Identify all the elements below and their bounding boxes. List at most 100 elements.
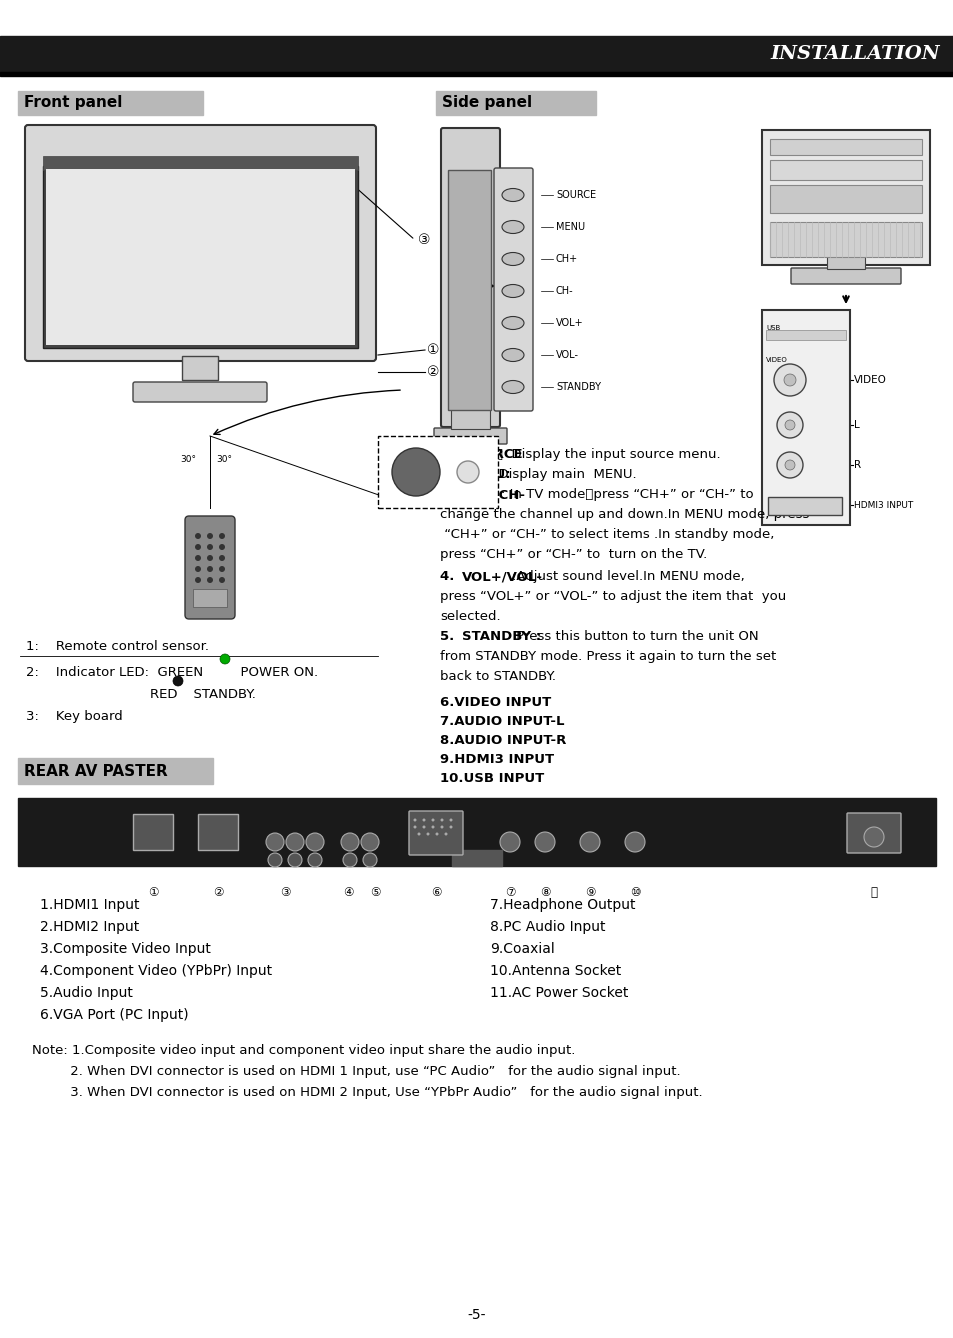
Text: ④: ④ [342, 886, 353, 899]
Circle shape [449, 826, 452, 828]
Circle shape [413, 826, 416, 828]
Ellipse shape [501, 380, 523, 393]
Bar [452, 850, 501, 866]
Text: ①: ① [427, 343, 439, 357]
Circle shape [220, 654, 230, 664]
Text: 3.: 3. [439, 488, 463, 500]
Circle shape [172, 676, 183, 686]
Circle shape [440, 826, 443, 828]
Text: MENU:: MENU: [461, 468, 511, 480]
Text: 9.Coaxial: 9.Coaxial [490, 942, 554, 955]
Text: 3:    Key board: 3: Key board [26, 710, 123, 723]
Circle shape [784, 460, 794, 470]
Circle shape [360, 834, 378, 851]
Text: Display main  MENU.: Display main MENU. [489, 468, 636, 480]
Text: ②: ② [427, 365, 439, 379]
Circle shape [219, 533, 225, 539]
Bar [448, 170, 491, 409]
Text: Note: 1.Composite video input and component video input share the audio input.: Note: 1.Composite video input and compon… [32, 1044, 575, 1057]
Bar [43, 166, 357, 348]
Text: 7.AUDIO INPUT-L: 7.AUDIO INPUT-L [439, 714, 564, 728]
Text: 1:    Remote control sensor.: 1: Remote control sensor. [26, 640, 209, 653]
Circle shape [268, 854, 282, 867]
Text: 2. When DVI connector is used on HDMI 1 Input, use “PC Audio”   for the audio si: 2. When DVI connector is used on HDMI 1 … [32, 1065, 679, 1078]
Circle shape [776, 452, 802, 478]
Text: ：  Display the input source menu.: ： Display the input source menu. [495, 448, 720, 462]
Text: POWER ON.: POWER ON. [232, 666, 317, 678]
Circle shape [440, 819, 443, 822]
Circle shape [426, 832, 429, 835]
Text: : In TV mode，press “CH+” or “CH-” to: : In TV mode，press “CH+” or “CH-” to [500, 488, 753, 500]
Text: change the channel up and down.In MENU mode, press: change the channel up and down.In MENU m… [439, 508, 808, 520]
Text: press “VOL+” or “VOL-” to adjust the item that  you: press “VOL+” or “VOL-” to adjust the ite… [439, 590, 785, 603]
Circle shape [288, 854, 302, 867]
Circle shape [579, 832, 599, 852]
Circle shape [449, 819, 452, 822]
Ellipse shape [501, 317, 523, 329]
Circle shape [207, 545, 213, 550]
Circle shape [435, 832, 438, 835]
Text: ③: ③ [279, 886, 290, 899]
Circle shape [207, 566, 213, 573]
Ellipse shape [501, 253, 523, 265]
Text: USB: USB [765, 325, 780, 330]
FancyBboxPatch shape [198, 814, 237, 850]
FancyBboxPatch shape [790, 268, 900, 284]
Text: ⑦: ⑦ [504, 886, 515, 899]
Text: -5-: -5- [467, 1309, 486, 1322]
FancyBboxPatch shape [494, 169, 533, 411]
Circle shape [266, 834, 284, 851]
Text: STANDBY :: STANDBY : [461, 630, 540, 644]
Text: ⑩: ⑩ [629, 886, 639, 899]
Text: Front panel: Front panel [24, 95, 122, 111]
Text: VIDEO: VIDEO [765, 357, 787, 363]
Text: 10.USB INPUT: 10.USB INPUT [439, 772, 543, 785]
Circle shape [499, 832, 519, 852]
Text: 4.: 4. [439, 570, 463, 583]
Text: REAR AV PASTER: REAR AV PASTER [24, 764, 168, 779]
FancyBboxPatch shape [185, 516, 234, 619]
Text: 8.AUDIO INPUT-R: 8.AUDIO INPUT-R [439, 735, 566, 747]
Bar [377, 436, 497, 508]
Text: 5.Audio Input: 5.Audio Input [40, 986, 132, 999]
Text: SOURCE: SOURCE [461, 448, 522, 462]
Text: 10.Antenna Socket: 10.Antenna Socket [490, 963, 620, 978]
Circle shape [219, 577, 225, 583]
Text: 4.Component Video (YPbPr) Input: 4.Component Video (YPbPr) Input [40, 963, 272, 978]
FancyBboxPatch shape [434, 428, 506, 444]
Circle shape [286, 834, 304, 851]
Text: 1.HDMI1 Input: 1.HDMI1 Input [40, 898, 139, 913]
Bar [0, 72, 953, 76]
Circle shape [417, 832, 420, 835]
Ellipse shape [501, 189, 523, 202]
Text: 7.Headphone Output: 7.Headphone Output [490, 898, 635, 913]
Text: 2.: 2. [439, 468, 463, 480]
Text: VIDEO: VIDEO [853, 375, 886, 385]
Text: 5.: 5. [439, 630, 463, 644]
Text: R: R [853, 460, 861, 470]
Circle shape [207, 533, 213, 539]
Text: Press this button to turn the unit ON: Press this button to turn the unit ON [511, 630, 758, 644]
Circle shape [392, 448, 439, 496]
Text: 2:    Indicator LED:  GREEN: 2: Indicator LED: GREEN [26, 666, 212, 678]
Text: :Adjust sound level.In MENU mode,: :Adjust sound level.In MENU mode, [511, 570, 743, 583]
Text: HDMI3 INPUT: HDMI3 INPUT [853, 500, 912, 510]
Text: STANDBY.: STANDBY. [185, 688, 255, 701]
Circle shape [363, 854, 376, 867]
Bar [0, 36, 953, 72]
Text: 1.: 1. [439, 448, 463, 462]
Bar [761, 310, 849, 524]
Circle shape [219, 545, 225, 550]
FancyBboxPatch shape [440, 128, 499, 427]
Text: from STANDBY mode. Press it again to turn the set: from STANDBY mode. Press it again to tur… [439, 650, 776, 664]
Circle shape [194, 566, 201, 573]
Circle shape [340, 834, 358, 851]
Bar [769, 161, 921, 181]
Text: 6.VIDEO INPUT: 6.VIDEO INPUT [439, 696, 551, 709]
Circle shape [783, 375, 795, 385]
Text: RED: RED [150, 688, 186, 701]
Bar [18, 759, 213, 784]
Circle shape [535, 832, 555, 852]
Circle shape [422, 826, 425, 828]
Circle shape [306, 834, 324, 851]
